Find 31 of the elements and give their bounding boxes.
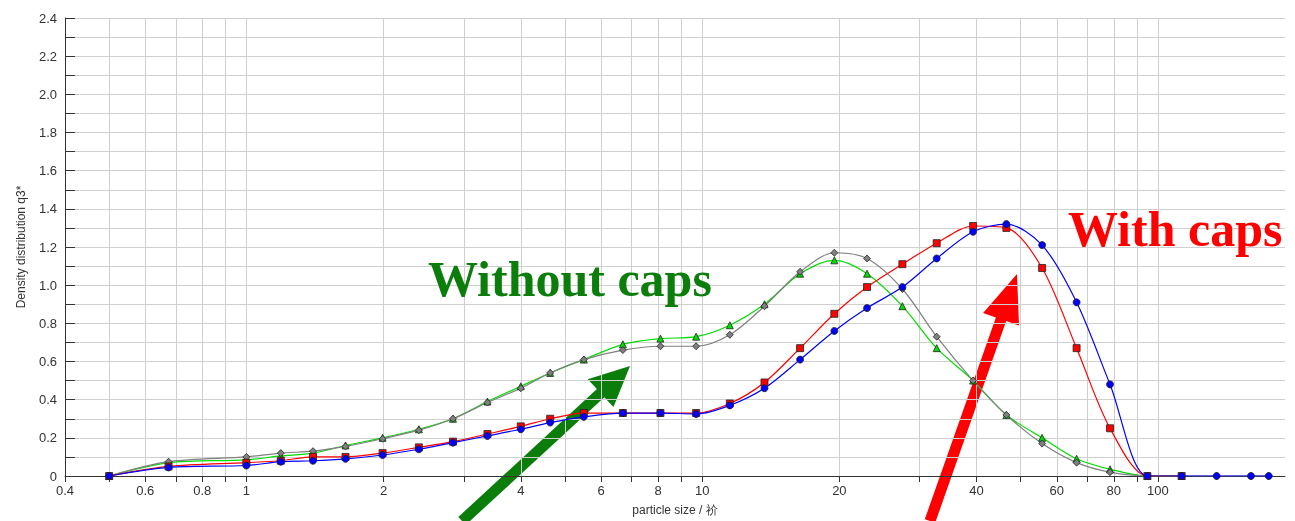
y-tick-label: 0.2: [38, 430, 57, 446]
y-tick-label: 0: [49, 468, 57, 484]
y-tick-label: 0.4: [38, 392, 57, 408]
x-tick-label: 4: [517, 483, 525, 498]
x-tick-label: 80: [1106, 483, 1122, 498]
x-tick-label: 6: [597, 483, 605, 498]
y-tick-label: 2.0: [38, 86, 57, 102]
x-tick-label: 2: [379, 483, 388, 498]
annotation: With caps: [1068, 201, 1283, 257]
y-axis-title: Density distribution q3*: [14, 185, 28, 309]
y-tick-label: 0.8: [38, 315, 57, 331]
x-tick-label: 0.6: [136, 483, 155, 498]
x-tick-label: 40: [969, 483, 984, 498]
y-tick-label: 1.2: [38, 239, 57, 255]
x-axis-title: particle size / 祄: [632, 503, 718, 517]
y-tick-label: 2.2: [38, 48, 57, 64]
x-tick-label: 0.4: [55, 483, 75, 498]
y-tick-label: 1.4: [38, 201, 57, 217]
y-tick-label: 1.0: [38, 277, 57, 293]
x-tick-label: 0.8: [193, 483, 212, 498]
x-tick-label: 8: [654, 483, 662, 498]
y-tick-label: 0.6: [38, 354, 57, 369]
annotation: Without caps: [428, 251, 712, 307]
y-tick-label: 1.8: [38, 125, 57, 140]
x-tick-label: 100: [1147, 483, 1169, 498]
x-tick-label: 1: [242, 483, 250, 498]
x-tick-label: 10: [694, 483, 710, 498]
y-tick-label: 2.4: [38, 10, 57, 26]
y-tick-label: 1.6: [38, 163, 57, 179]
x-tick-label: 20: [832, 483, 847, 498]
x-tick-label: 60: [1049, 483, 1065, 498]
